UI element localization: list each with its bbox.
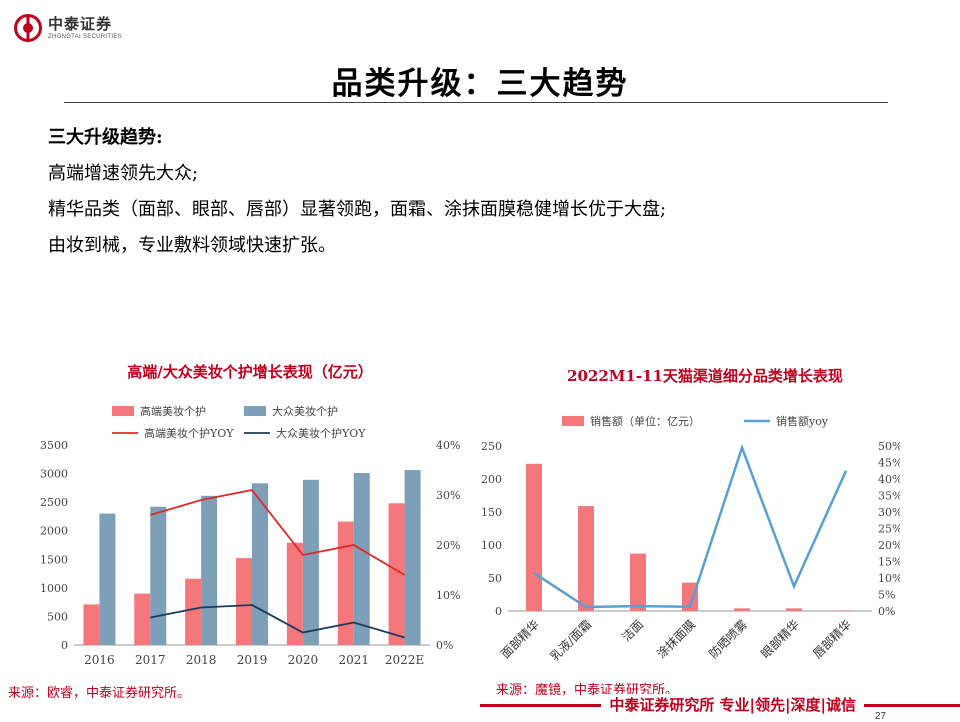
left-axis-tick-label: 3500 xyxy=(40,439,68,452)
bar xyxy=(630,553,646,611)
right-axis-tick-label: 20% xyxy=(878,539,900,552)
summary-heading: 三大升级趋势: xyxy=(48,127,163,148)
bar xyxy=(734,608,750,611)
category-label: 2017 xyxy=(135,653,166,667)
category-label: 2018 xyxy=(186,653,217,667)
left-axis-tick-label: 150 xyxy=(481,506,502,519)
bar xyxy=(150,506,167,645)
chart-title-left: 高端/大众美妆个护增长表现（亿元） xyxy=(127,363,373,381)
left-axis-tick-label: 2000 xyxy=(40,525,68,538)
legend-label: 高端美妆个护YOY xyxy=(144,426,234,440)
category-label: 2019 xyxy=(237,653,268,667)
category-label: 唇部精华 xyxy=(810,617,855,662)
chart-title-right: 2022M1-11天猫渠道细分品类增长表现 xyxy=(567,367,843,385)
logo-name-cn: 中泰证券 xyxy=(48,14,113,33)
bar xyxy=(99,513,116,645)
summary-line: 由妆到械，专业敷料领域快速扩张。 xyxy=(48,235,336,256)
category-label: 2021 xyxy=(338,653,369,667)
premium-mass-growth-chart: 0 500 1000 1500 2000 2500 3000 3500 0% 10% 20% 30% 4… xyxy=(40,404,460,667)
right-axis-tick-label: 20% xyxy=(436,539,460,552)
left-axis-tick-label: 200 xyxy=(481,473,502,486)
bar xyxy=(404,470,421,645)
summary-text: 三大升级趋势: 高端增速领先大众; 精华品类（面部、眼部、唇部）显著领跑，面霜、… xyxy=(48,120,666,264)
series-line xyxy=(150,604,405,639)
category-label: 眼部精华 xyxy=(758,617,803,662)
bar xyxy=(838,610,854,611)
left-axis-tick-label: 500 xyxy=(47,610,68,623)
right-axis-tick-label: 0% xyxy=(878,605,895,618)
bar xyxy=(286,542,303,645)
bar xyxy=(353,473,370,645)
title-divider xyxy=(64,102,888,103)
left-axis-tick-label: 1000 xyxy=(40,582,68,595)
right-axis-tick-label: 30% xyxy=(436,489,460,502)
bar xyxy=(526,463,542,611)
left-axis-tick-label: 3000 xyxy=(40,468,68,481)
page-title: 品类升级：三大趋势 xyxy=(331,66,629,102)
bar xyxy=(134,593,151,645)
right-axis-tick-label: 30% xyxy=(878,506,900,519)
bar xyxy=(302,479,319,645)
source-note-left: 来源：欧睿，中泰证券研究所。 xyxy=(8,686,191,701)
left-axis-tick-label: 2500 xyxy=(40,496,68,509)
logo-emblem-icon xyxy=(14,14,42,42)
right-axis-tick-label: 5% xyxy=(878,589,895,602)
tmall-category-growth-chart: 0 50 100 150 200 250 0% 5% 10% 15% 20% 25% 30% 35% 40%… xyxy=(481,414,900,664)
right-axis-tick-label: 40% xyxy=(878,473,900,486)
left-axis-tick-label: 0 xyxy=(61,639,68,652)
bar xyxy=(252,483,268,645)
legend-label: 大众美妆个护 xyxy=(272,404,338,418)
bar xyxy=(201,495,218,645)
left-axis-tick-label: 1500 xyxy=(40,553,68,566)
right-axis-tick-label: 35% xyxy=(878,490,900,503)
right-axis-tick-label: 50% xyxy=(878,440,900,453)
right-axis-tick-label: 25% xyxy=(878,523,900,536)
right-axis-tick-label: 10% xyxy=(436,589,460,602)
category-label: 2016 xyxy=(84,653,115,667)
bar xyxy=(236,558,252,645)
footer-slogan: 中泰证券研究所 专业|领先|深度|诚信 xyxy=(601,694,864,715)
category-label: 乳液/面霜 xyxy=(547,617,594,664)
bar xyxy=(185,578,202,645)
legend-label: 大众美妆个护YOY xyxy=(276,426,366,440)
right-axis-tick-label: 10% xyxy=(878,572,900,585)
left-axis-tick-label: 250 xyxy=(481,440,502,453)
series-line xyxy=(150,489,406,576)
legend-label: 销售额yoy xyxy=(776,414,829,428)
legend-label: 高端美妆个护 xyxy=(140,404,206,418)
bar xyxy=(682,582,698,611)
category-label: 面部精华 xyxy=(498,617,543,662)
left-axis-tick-label: 100 xyxy=(481,539,502,552)
legend-label: 销售额（单位：亿元） xyxy=(590,414,700,428)
category-label: 洁面 xyxy=(619,617,646,644)
page-number: 27 xyxy=(874,711,886,722)
bar xyxy=(337,521,354,645)
legend-swatch xyxy=(112,406,134,416)
bar xyxy=(578,506,594,611)
series-line xyxy=(533,443,848,609)
category-label: 涂抹面膜 xyxy=(654,617,699,662)
right-axis-tick-label: 45% xyxy=(878,457,900,470)
category-label: 防晒喷雾 xyxy=(706,617,751,662)
category-label: 2020 xyxy=(288,653,319,667)
bar xyxy=(83,604,100,645)
summary-line: 精华品类（面部、眼部、唇部）显著领跑，面霜、涂抹面膜稳健增长优于大盘; xyxy=(48,199,667,220)
right-axis-tick-label: 15% xyxy=(878,556,900,569)
summary-line: 高端增速领先大众; xyxy=(48,163,199,184)
bar xyxy=(786,608,802,611)
left-axis-tick-label: 50 xyxy=(488,572,502,585)
company-logo: 中泰证券 ZHONGTAI SECURITIES xyxy=(14,14,122,42)
legend-swatch xyxy=(562,416,584,426)
legend-swatch xyxy=(244,406,266,416)
left-axis-tick-label: 0 xyxy=(495,605,502,618)
logo-name-en: ZHONGTAI SECURITIES xyxy=(48,33,122,40)
bar xyxy=(388,503,405,645)
category-label: 2022E xyxy=(385,653,424,667)
right-axis-tick-label: 40% xyxy=(436,439,460,452)
right-axis-tick-label: 0% xyxy=(436,639,453,652)
